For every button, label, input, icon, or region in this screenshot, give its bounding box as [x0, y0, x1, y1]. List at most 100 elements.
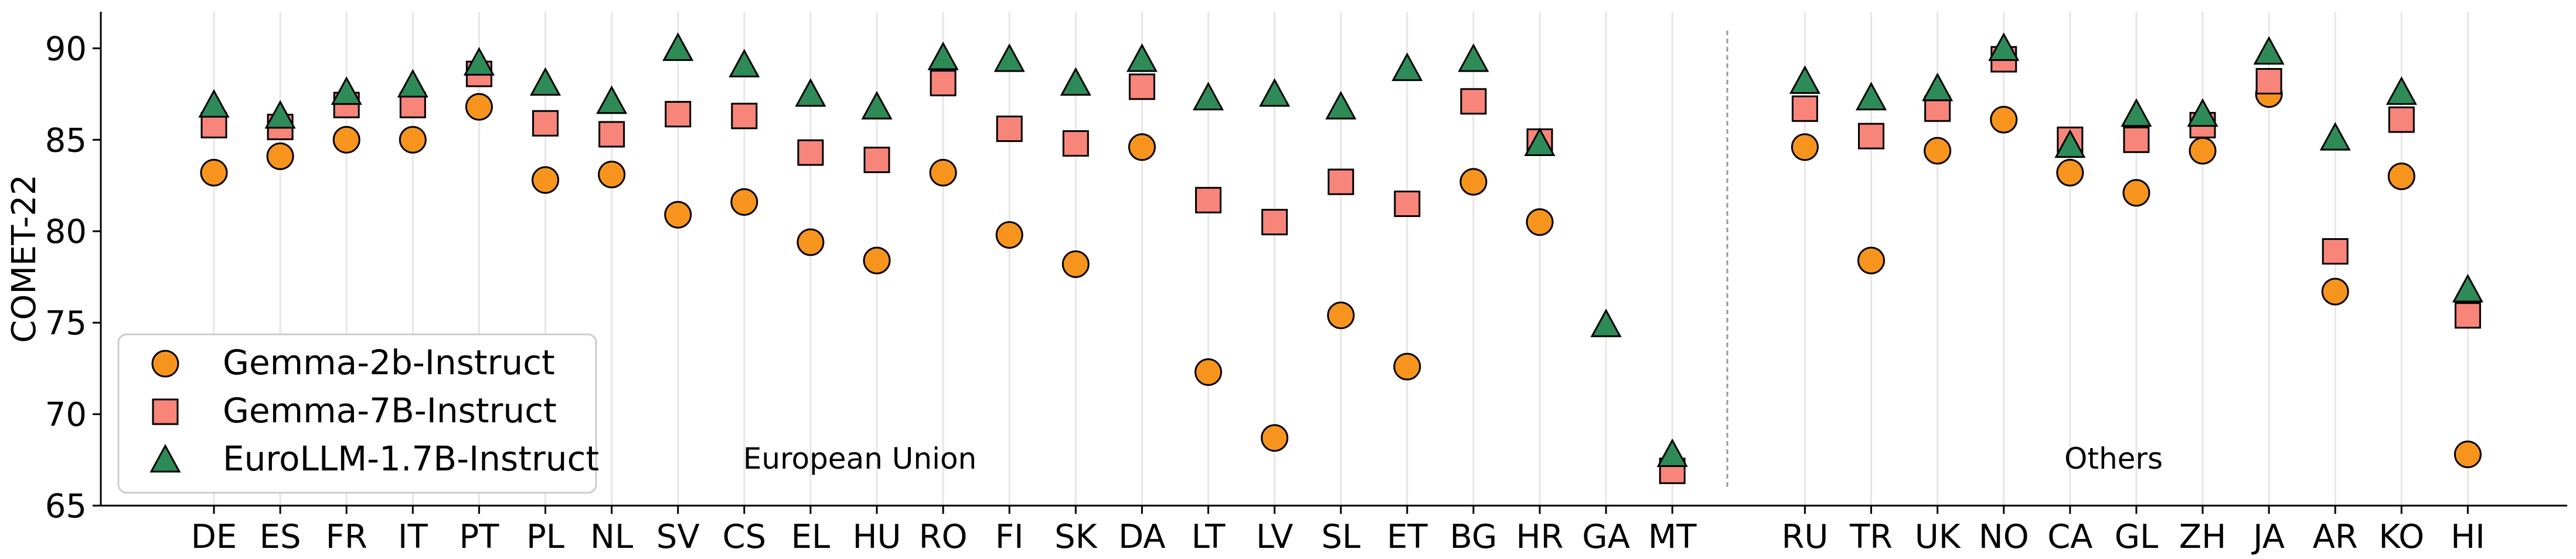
- point-gemma-2b-bg: [1459, 168, 1488, 196]
- x-tick-label-lt: LT: [1192, 518, 1226, 556]
- point-gemma-7b-lt: [1195, 187, 1221, 214]
- point-eurollm-es: [264, 100, 296, 129]
- legend: Gemma-2b-Instruct Gemma-7B-Instruct Euro…: [117, 333, 599, 494]
- point-eurollm-hi: [2452, 273, 2483, 303]
- point-gemma-2b-pl: [532, 166, 559, 194]
- point-eurollm-it: [397, 69, 428, 98]
- point-gemma-2b-hi: [2454, 441, 2482, 469]
- point-eurollm-hr: [1524, 127, 1556, 157]
- legend-label-gemma-2b: Gemma-2b-Instruct: [223, 343, 555, 382]
- axes: [100, 12, 2567, 507]
- point-gemma-7b-hu: [863, 147, 890, 174]
- point-gemma-2b-el: [797, 228, 825, 256]
- point-gemma-7b-et: [1394, 190, 1421, 217]
- point-eurollm-fi: [993, 43, 1025, 72]
- point-gemma-7b-ja: [2255, 68, 2282, 95]
- x-tick-label-tr: TR: [1849, 518, 1893, 556]
- legend-marker-eurollm: [149, 443, 181, 473]
- x-tick-label-ca: CA: [2047, 518, 2092, 556]
- point-eurollm-uk: [1922, 72, 1954, 101]
- point-gemma-2b-sv: [664, 201, 692, 229]
- x-tick-label-sv: SV: [656, 518, 700, 556]
- point-eurollm-mt: [1656, 438, 1688, 467]
- y-axis-label: COMET-22: [5, 174, 43, 343]
- x-tick-label-fi: FI: [995, 518, 1024, 556]
- x-tick-label-it: IT: [398, 518, 428, 556]
- point-eurollm-lv: [1259, 78, 1291, 107]
- group-labels: European Union Others: [743, 442, 2163, 476]
- x-tick-label-mt: MT: [1648, 518, 1697, 556]
- x-tick-label-et: ET: [1387, 518, 1428, 556]
- point-gemma-2b-ko: [2387, 162, 2415, 191]
- point-gemma-2b-cs: [730, 188, 758, 216]
- point-gemma-2b-it: [399, 126, 427, 154]
- x-ticks: DE ES FR IT PT PL NL SV CS EL HU RO FI SK DA LT LV SL ET BG…: [191, 506, 2485, 556]
- y-tick-label-80: 80: [45, 213, 87, 251]
- point-eurollm-el: [795, 78, 826, 107]
- point-eurollm-ro: [927, 41, 959, 70]
- y-tick-label-90: 90: [45, 30, 87, 68]
- point-gemma-7b-sv: [665, 101, 692, 128]
- point-gemma-7b-el: [797, 139, 824, 166]
- point-gemma-2b-pt: [465, 93, 493, 121]
- y-ticks: 65 70 75 80 85 90: [45, 30, 101, 526]
- point-gemma-2b-et: [1393, 353, 1421, 381]
- x-tick-label-da: DA: [1118, 518, 1165, 556]
- point-gemma-7b-ro: [930, 70, 957, 97]
- group-label-eu: European Union: [743, 442, 977, 476]
- point-eurollm-bg: [1458, 43, 1489, 72]
- point-gemma-7b-sl: [1328, 168, 1355, 195]
- point-eurollm-lt: [1192, 82, 1224, 111]
- point-eurollm-de: [198, 89, 230, 118]
- point-gemma-2b-ca: [2056, 158, 2084, 187]
- x-tick-label-ja: JA: [2251, 518, 2285, 556]
- x-tick-label-pl: PL: [526, 518, 564, 556]
- legend-marker-gemma-2b: [151, 350, 179, 378]
- point-eurollm-nl: [596, 85, 628, 114]
- point-gemma-7b-ar: [2322, 238, 2349, 265]
- data-points: [198, 32, 2483, 485]
- point-gemma-2b-ar: [2321, 277, 2349, 306]
- x-tick-label-gl: GL: [2115, 518, 2159, 556]
- point-gemma-2b-ro: [929, 158, 957, 187]
- point-eurollm-tr: [1855, 82, 1887, 111]
- point-gemma-7b-tr: [1858, 123, 1884, 150]
- point-gemma-2b-da: [1128, 133, 1156, 161]
- point-eurollm-hu: [861, 91, 893, 120]
- point-gemma-7b-lv: [1261, 209, 1288, 236]
- point-eurollm-ca: [2054, 129, 2086, 158]
- point-gemma-7b-ru: [1791, 95, 1818, 122]
- point-gemma-2b-es: [266, 142, 294, 170]
- x-tick-label-de: DE: [191, 518, 237, 556]
- x-tick-label-sk: SK: [1054, 518, 1098, 556]
- point-gemma-2b-de: [200, 158, 228, 187]
- x-tick-label-sl: SL: [1321, 518, 1360, 556]
- point-gemma-7b-cs: [731, 103, 758, 130]
- point-eurollm-ru: [1789, 65, 1820, 94]
- legend-frame: [117, 333, 597, 494]
- x-tick-label-zh: ZH: [2179, 518, 2226, 556]
- x-tick-label-cs: CS: [722, 518, 766, 556]
- point-eurollm-fr: [331, 76, 362, 105]
- x-tick-label-ar: AR: [2313, 518, 2358, 556]
- x-tick-label-hi: HI: [2451, 518, 2485, 556]
- x-tick-label-ru: RU: [1781, 518, 1828, 556]
- x-tick-label-lv: LV: [1256, 518, 1293, 556]
- point-eurollm-et: [1391, 52, 1423, 82]
- point-gemma-2b-tr: [1857, 246, 1885, 275]
- point-eurollm-da: [1126, 43, 1158, 72]
- point-gemma-7b-bg: [1460, 88, 1487, 115]
- point-eurollm-no: [1988, 32, 2020, 61]
- point-gemma-7b-hi: [2454, 302, 2481, 329]
- point-gemma-2b-zh: [2189, 137, 2217, 165]
- x-tick-label-nl: NL: [590, 518, 633, 556]
- y-tick-label-75: 75: [45, 304, 87, 343]
- point-eurollm-gl: [2121, 98, 2152, 127]
- y-tick-label-70: 70: [45, 396, 87, 434]
- point-gemma-2b-lv: [1261, 424, 1289, 452]
- point-gemma-2b-fi: [995, 221, 1023, 249]
- point-gemma-7b-sk: [1062, 130, 1089, 157]
- point-gemma-7b-nl: [598, 121, 625, 148]
- x-tick-label-el: EL: [791, 518, 831, 556]
